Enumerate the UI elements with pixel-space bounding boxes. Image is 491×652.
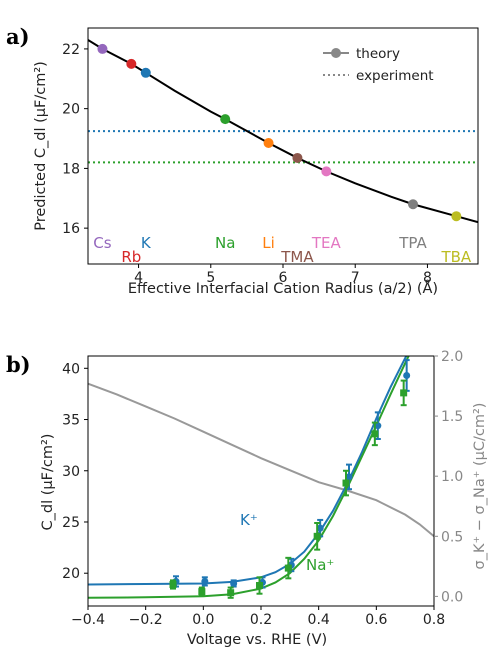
y-tick-label: 35 [62, 413, 80, 429]
x-tick-label: −0.2 [129, 612, 163, 628]
na-point [342, 479, 350, 487]
y-tick-label: 40 [62, 361, 80, 377]
na-fit-curve [88, 356, 410, 599]
y-tick-label: 20 [62, 566, 80, 582]
k-point [345, 473, 353, 481]
label-tea: TEA [311, 234, 342, 252]
label-li: Li [262, 234, 275, 252]
legend-theory-marker [331, 48, 341, 58]
label-cs: Cs [93, 234, 111, 252]
point-tea [321, 166, 332, 177]
na-point [371, 430, 379, 438]
y2-tick-label: 0.0 [441, 589, 463, 605]
label-tpa: TPA [398, 234, 427, 252]
panel-b-letter: b) [6, 352, 31, 377]
x-tick-label: −0.4 [71, 612, 105, 628]
cation-points [97, 43, 462, 222]
na-point [284, 564, 292, 572]
y2-axis-ticks-b: 0.0 0.5 1.0 1.5 2.0 [434, 349, 463, 605]
x-tick-label: 8 [423, 270, 432, 286]
y-tick-label: 25 [62, 515, 80, 531]
y-tick-label: 20 [62, 102, 80, 118]
y-tick-label: 30 [62, 464, 80, 480]
y2-tick-label: 2.0 [441, 349, 463, 365]
point-tma [292, 152, 303, 163]
x-tick-label: 0.8 [423, 612, 445, 628]
label-k: K [141, 234, 152, 252]
point-tba [451, 211, 462, 222]
sigma-difference-curve [88, 382, 434, 538]
k-point [403, 371, 411, 379]
y-tick-label: 22 [62, 42, 80, 58]
y-axis-label-b: C_dl (μF/cm²) [40, 434, 56, 531]
point-na [220, 114, 231, 125]
y-axis-ticks-a: 16 18 20 22 [62, 42, 88, 237]
na-point [169, 580, 177, 588]
x-tick-label: 7 [351, 270, 360, 286]
k-fit-curve [88, 356, 408, 586]
k-point [201, 577, 209, 585]
na-annotation: Na⁺ [306, 556, 334, 574]
y2-axis-label-b: σ_K⁺ − σ_Na⁺ (μC/cm²) [472, 403, 488, 570]
point-cs [97, 43, 108, 54]
x-axis-label-b: Voltage vs. RHE (V) [187, 632, 327, 648]
y-tick-label: 16 [62, 221, 80, 237]
na-point [400, 389, 408, 397]
k-point [374, 422, 382, 430]
y-axis-ticks-b: 20 25 30 35 40 [62, 361, 88, 582]
x-tick-label: 0.6 [365, 612, 387, 628]
axes-frame-b [87, 355, 435, 607]
na-point [227, 589, 235, 597]
y-axis-label-a: Predicted C_dl (μF/cm²) [33, 61, 49, 231]
k-annotation: K⁺ [240, 511, 258, 529]
y2-tick-label: 1.5 [441, 409, 463, 425]
x-axis-ticks-a: 4 5 6 7 8 [134, 264, 432, 286]
y2-tick-label: 1.0 [441, 469, 463, 485]
x-tick-label: 0.2 [250, 612, 272, 628]
panel-a-letter: a) [6, 24, 30, 49]
na-point [256, 582, 263, 590]
point-tpa [408, 199, 418, 210]
point-k [140, 67, 151, 78]
point-li [263, 138, 274, 149]
axes-frame-a [87, 27, 479, 265]
x-tick-label: 4 [134, 270, 143, 286]
x-axis-label-a: Effective Interfacial Cation Radius (a/2… [128, 280, 438, 297]
k-data-points [172, 359, 411, 589]
na-data-points [169, 379, 408, 599]
panel-b: b) −0.4 −0.2 0.0 0.2 0.4 0.6 0.8 20 25 30 35 40 0.… [6, 349, 488, 648]
x-tick-label: 0.0 [192, 612, 214, 628]
legend: theory experiment [323, 46, 434, 84]
x-tick-label: 5 [206, 270, 215, 286]
y-tick-label: 18 [62, 161, 80, 177]
x-tick-label: 0.4 [308, 612, 330, 628]
legend-experiment-label: experiment [356, 68, 434, 84]
k-point [316, 524, 324, 532]
k-point [230, 579, 238, 587]
legend-theory-label: theory [356, 46, 400, 62]
x-axis-ticks-b: −0.4 −0.2 0.0 0.2 0.4 0.6 0.8 [71, 606, 445, 628]
theory-curve [88, 39, 478, 224]
na-point [198, 588, 206, 596]
y2-tick-label: 0.5 [441, 529, 463, 545]
na-point [313, 532, 321, 540]
label-rb: Rb [121, 248, 141, 266]
label-tma: TMA [280, 248, 314, 266]
label-tba: TBA [440, 248, 471, 266]
experiment-lines [88, 130, 478, 164]
label-na: Na [215, 234, 235, 252]
x-tick-label: 6 [279, 270, 288, 286]
point-rb [126, 58, 137, 69]
